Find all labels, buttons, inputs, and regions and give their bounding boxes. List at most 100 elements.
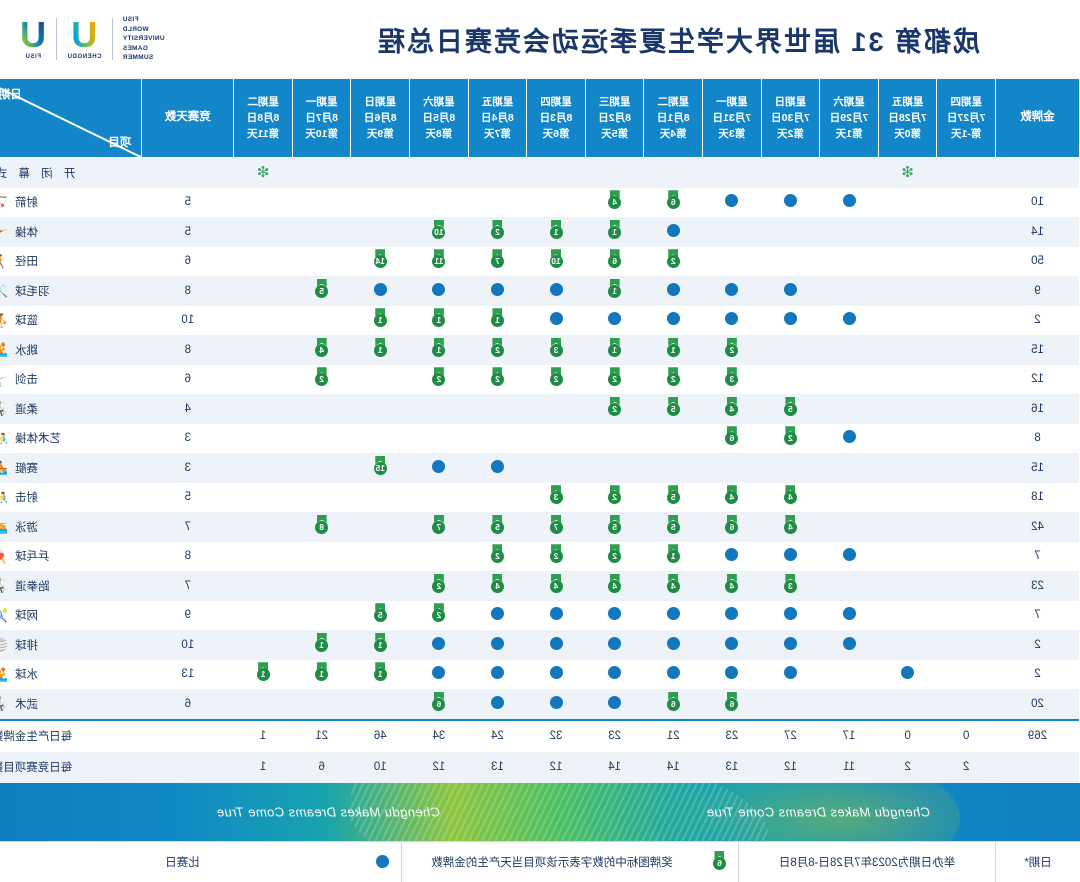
gold-medal-count: 23 bbox=[995, 571, 1080, 601]
competition-days-header: 竞赛天数 bbox=[141, 78, 234, 158]
date-column-header-3: 星期六 7月29日 第1天 bbox=[819, 78, 879, 158]
date-header-date: 8月6日 bbox=[363, 111, 397, 124]
wushu-pictogram: 🥋 bbox=[0, 696, 8, 711]
ceremony-cell-12 bbox=[292, 157, 351, 188]
schedule-cell-6 bbox=[643, 600, 703, 630]
schedule-cell-8: 7 bbox=[526, 512, 586, 542]
competition-day-dot-icon bbox=[666, 666, 680, 680]
medal-icon: 3 bbox=[782, 574, 799, 595]
date-column-header-4: 星期日 7月30日 第2天 bbox=[761, 78, 820, 158]
legend-sep-2 bbox=[738, 841, 739, 882]
ceremony-cell-10 bbox=[409, 157, 469, 188]
schedule-cell-7: 1 bbox=[585, 217, 644, 247]
fisu-line-2: WORLD bbox=[122, 25, 149, 33]
competition-days-count: 5 bbox=[141, 187, 234, 217]
daily-gold-total-row-total: 269 bbox=[995, 719, 1080, 752]
sport-name-cell: 柔道 🥋 bbox=[0, 394, 142, 424]
daily-gold-total-row-value-1: 0 bbox=[936, 719, 996, 752]
schedule-cell-13 bbox=[233, 571, 293, 601]
schedule-cell-3 bbox=[819, 630, 879, 660]
table-row: 18 4 4 5 2 3 5 射击 🤼 bbox=[0, 482, 1080, 512]
medal-count: 5 bbox=[373, 609, 387, 623]
schedule-cell-3 bbox=[819, 541, 879, 571]
sport-label: 射箭 bbox=[14, 197, 38, 210]
medal-count: 4 bbox=[315, 343, 329, 357]
schedule-cell-8: 2 bbox=[526, 364, 586, 394]
date-header-weekday: 星期二 bbox=[657, 95, 689, 108]
date-header-day: 第2天 bbox=[777, 128, 804, 141]
schedule-cell-5: 6 bbox=[702, 512, 762, 542]
competition-days-count: 7 bbox=[141, 571, 234, 601]
schedule-cell-13 bbox=[233, 453, 293, 483]
competition-day-dot-icon bbox=[842, 430, 856, 444]
medal-icon: 5 bbox=[665, 397, 682, 418]
competition-days-count: 5 bbox=[141, 217, 234, 247]
date-column-header-11: 星期日 8月6日 第9天 bbox=[350, 78, 410, 158]
sport-name-cell: 游泳 🏊 bbox=[0, 512, 142, 542]
schedule-cell-13 bbox=[233, 512, 293, 542]
schedule-cell-3 bbox=[819, 689, 879, 720]
medal-count: 2 bbox=[608, 373, 622, 387]
page-title: 成都第 31 届世界大学生夏季运动会竞赛日总程 bbox=[375, 26, 980, 57]
daily-events-row-value-9: 13 bbox=[468, 751, 527, 783]
schedule-cell-8 bbox=[526, 659, 586, 689]
competition-days-count: 6 bbox=[141, 246, 234, 276]
competition-days-count: 6 bbox=[141, 364, 234, 394]
gold-medal-count: 2 bbox=[995, 659, 1080, 689]
ceremony-label: 开 闭 幕 式 bbox=[0, 157, 142, 188]
gold-medal-count: 2 bbox=[995, 305, 1080, 335]
schedule-cell-7: 2 bbox=[585, 482, 644, 512]
sport-label: 武术 bbox=[14, 698, 38, 711]
gold-medal-count: 7 bbox=[995, 541, 1080, 571]
medal-count: 4 bbox=[666, 579, 680, 593]
medal-icon: 4 bbox=[606, 190, 623, 211]
medal-count: 5 bbox=[666, 402, 680, 416]
schedule-cell-10: 2 bbox=[409, 364, 469, 394]
daily-events-row-value-13: 1 bbox=[233, 751, 293, 783]
daily-events-row-value-2: 2 bbox=[878, 751, 937, 783]
daily-gold-total-row-value-11: 46 bbox=[350, 719, 410, 752]
schedule-cell-11: 1 bbox=[350, 630, 410, 660]
medal-count: 1 bbox=[666, 550, 680, 564]
competition-day-dot-icon bbox=[549, 312, 563, 326]
date-header-weekday: 星期一 bbox=[305, 95, 338, 108]
date-header-date: 8月3日 bbox=[539, 111, 573, 124]
ceremony-cell-6 bbox=[643, 157, 703, 188]
table-row: 2 1 1 1 10 篮球 ⛹ bbox=[0, 305, 1080, 335]
schedule-cell-7: 6 bbox=[585, 246, 644, 276]
schedule-cell-11: 1 bbox=[350, 335, 410, 365]
medal-count: 1 bbox=[256, 668, 270, 682]
ceremony-cell-9 bbox=[468, 157, 527, 188]
table-row: 42 4 6 5 5 7 5 7 8 7 游泳 🏊 bbox=[0, 512, 1080, 542]
competition-day-dot-icon bbox=[376, 855, 390, 868]
ceremony-cell-2: ❇ bbox=[878, 157, 937, 188]
schedule-cell-7: 4 bbox=[585, 187, 644, 217]
schedule-cell-5: 3 bbox=[702, 364, 762, 394]
medal-count: 2 bbox=[783, 432, 797, 446]
chengdu-u-icon: U bbox=[67, 14, 102, 55]
daily-gold-total-row: 26900172723212332243446211每日产生金牌数 bbox=[0, 719, 1080, 752]
competition-days-count: 7 bbox=[141, 512, 234, 542]
schedule-cell-2 bbox=[878, 305, 937, 335]
legend-bar: 日期* 举办日期为2023年7月28日-8月8日 6 奖牌图标中的数字表示该项目… bbox=[0, 840, 1080, 882]
schedule-cell-9: 4 bbox=[468, 571, 527, 601]
medal-icon: 5 bbox=[313, 279, 330, 300]
daily-events-row-value-5: 13 bbox=[702, 751, 762, 783]
medal-icon: 5 bbox=[665, 485, 682, 506]
competition-day-dot-icon bbox=[549, 695, 563, 709]
medal-count: 6 bbox=[432, 697, 446, 711]
table-row: 15 15 3 赛艇 🚣 bbox=[0, 453, 1080, 483]
medal-icon: 6 bbox=[723, 515, 740, 536]
medal-count: 3 bbox=[783, 579, 797, 593]
sport-label: 游泳 bbox=[14, 521, 38, 534]
schedule-cell-11 bbox=[350, 512, 410, 542]
medal-count: 10 bbox=[549, 255, 563, 269]
daily-gold-total-row-value-3: 17 bbox=[819, 719, 879, 752]
schedule-cell-13 bbox=[233, 187, 293, 217]
medal-count: 1 bbox=[373, 638, 387, 652]
tennis-pictogram: 🎾 bbox=[0, 608, 8, 623]
schedule-cell-11 bbox=[350, 541, 410, 571]
medal-count: 2 bbox=[432, 579, 446, 593]
sport-label: 田径 bbox=[14, 256, 38, 269]
schedule-cell-9 bbox=[468, 394, 527, 424]
